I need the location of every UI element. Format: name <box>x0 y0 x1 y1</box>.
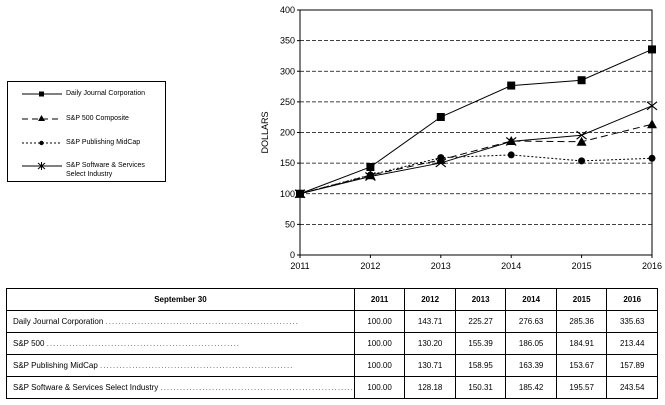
data-point-square <box>648 45 656 54</box>
row-label: S&P 500 ................................… <box>6 332 355 355</box>
y-tick-label: 50 <box>285 219 295 229</box>
data-point-x <box>646 101 658 111</box>
y-tick-label: 300 <box>280 66 295 76</box>
value-cell: 100.00 <box>353 310 406 333</box>
series-line <box>299 48 653 195</box>
value-cell: 128.18 <box>404 376 456 399</box>
table-row: S&P Publishing MidCap ..................… <box>6 354 658 377</box>
series-line <box>299 123 653 195</box>
chart-legend: Daily Journal Corporation S&P 500 Compos… <box>7 81 166 182</box>
table-row: S&P Software & Services Select Industry … <box>6 376 658 399</box>
value-cell: 243.54 <box>606 376 658 399</box>
header-cell: 2015 <box>555 288 608 311</box>
value-cell: 130.71 <box>404 354 456 377</box>
value-cell: 184.91 <box>555 332 608 355</box>
legend-marker-circle <box>22 140 62 146</box>
value-cell: 130.20 <box>404 332 456 355</box>
x-tick-label: 2015 <box>572 261 592 271</box>
header-cell: 2013 <box>454 288 507 311</box>
row-label: Daily Journal Corporation ..............… <box>6 310 355 333</box>
value-cell: 143.71 <box>404 310 456 333</box>
value-cell: 195.57 <box>555 376 608 399</box>
data-point-square <box>366 162 375 171</box>
data-point-square <box>436 113 445 122</box>
legend-marker-square <box>22 91 62 97</box>
header-cell: 2014 <box>505 288 557 311</box>
y-tick-label: 200 <box>280 128 295 138</box>
value-cell: 158.95 <box>454 354 507 377</box>
table-row: Daily Journal Corporation ..............… <box>6 310 658 333</box>
legend-item: S&P Software & Services Select Industry <box>8 160 163 180</box>
value-cell: 285.36 <box>555 310 608 333</box>
y-tick-label: 350 <box>280 36 295 46</box>
line-chart: 0 50 100 150 200 250 300 350 400 2011 2012 2013 2014… <box>260 5 662 271</box>
table-header-row: September 30 2011 2012 2013 2014 2015 20… <box>6 288 658 311</box>
value-cell: 155.39 <box>454 332 507 355</box>
y-tick-label: 400 <box>280 5 295 15</box>
y-tick-label: 250 <box>280 97 295 107</box>
header-cell: September 30 <box>6 288 355 311</box>
header-cell: 2011 <box>353 288 406 311</box>
value-cell: 276.63 <box>505 310 557 333</box>
header-cell: 2012 <box>404 288 456 311</box>
x-tick-label: 2012 <box>360 261 380 271</box>
row-label: S&P Publishing MidCap ..................… <box>6 354 355 377</box>
data-point-circle <box>648 154 656 162</box>
data-point-x <box>365 172 376 181</box>
value-cell: 153.67 <box>555 354 608 377</box>
data-point-circle <box>507 151 515 159</box>
value-cell: 186.05 <box>505 332 557 355</box>
value-cell: 335.63 <box>606 310 658 333</box>
value-cell: 213.44 <box>606 332 658 355</box>
value-cell: 185.42 <box>505 376 557 399</box>
header-cell: 2016 <box>606 288 658 311</box>
value-cell: 100.00 <box>353 376 406 399</box>
value-cell: 163.39 <box>505 354 557 377</box>
legend-item: S&P Publishing MidCap <box>8 137 163 151</box>
row-label: S&P Software & Services Select Industry … <box>6 376 355 399</box>
series-line <box>299 105 653 195</box>
plot-frame <box>299 9 653 256</box>
data-point-x <box>505 136 517 146</box>
data-point-x <box>576 130 587 140</box>
value-cell: 100.00 <box>353 332 406 355</box>
data-table: September 30 2011 2012 2013 2014 2015 20… <box>6 288 658 399</box>
value-cell: 225.27 <box>454 310 507 333</box>
legend-item: S&P 500 Composite <box>8 113 163 127</box>
data-point-square <box>577 76 586 85</box>
x-tick-label: 2013 <box>431 261 451 271</box>
x-tick-label: 2014 <box>501 261 521 271</box>
legend-marker-triangle <box>22 115 62 121</box>
data-point-circle <box>578 157 586 165</box>
value-cell: 100.00 <box>353 354 406 377</box>
data-point-triangle <box>576 136 587 146</box>
data-point-square <box>507 81 516 90</box>
legend-marker-x <box>22 162 62 170</box>
data-point-x <box>435 158 447 168</box>
series-line <box>299 154 653 195</box>
y-tick-label: 0 <box>290 250 295 260</box>
data-point-circle <box>437 154 445 162</box>
y-axis-label: DOLLARS <box>260 111 270 153</box>
x-tick-label: 2016 <box>642 261 662 271</box>
y-tick-label: 150 <box>280 158 295 168</box>
value-cell: 150.31 <box>454 376 507 399</box>
table-row: S&P 500 ................................… <box>6 332 658 355</box>
y-tick-label: 100 <box>280 189 295 199</box>
data-point-x <box>294 189 306 199</box>
value-cell: 157.89 <box>606 354 658 377</box>
legend-item: Daily Journal Corporation <box>8 88 163 102</box>
data-point-triangle <box>647 119 657 129</box>
x-tick-label: 2011 <box>290 261 309 271</box>
